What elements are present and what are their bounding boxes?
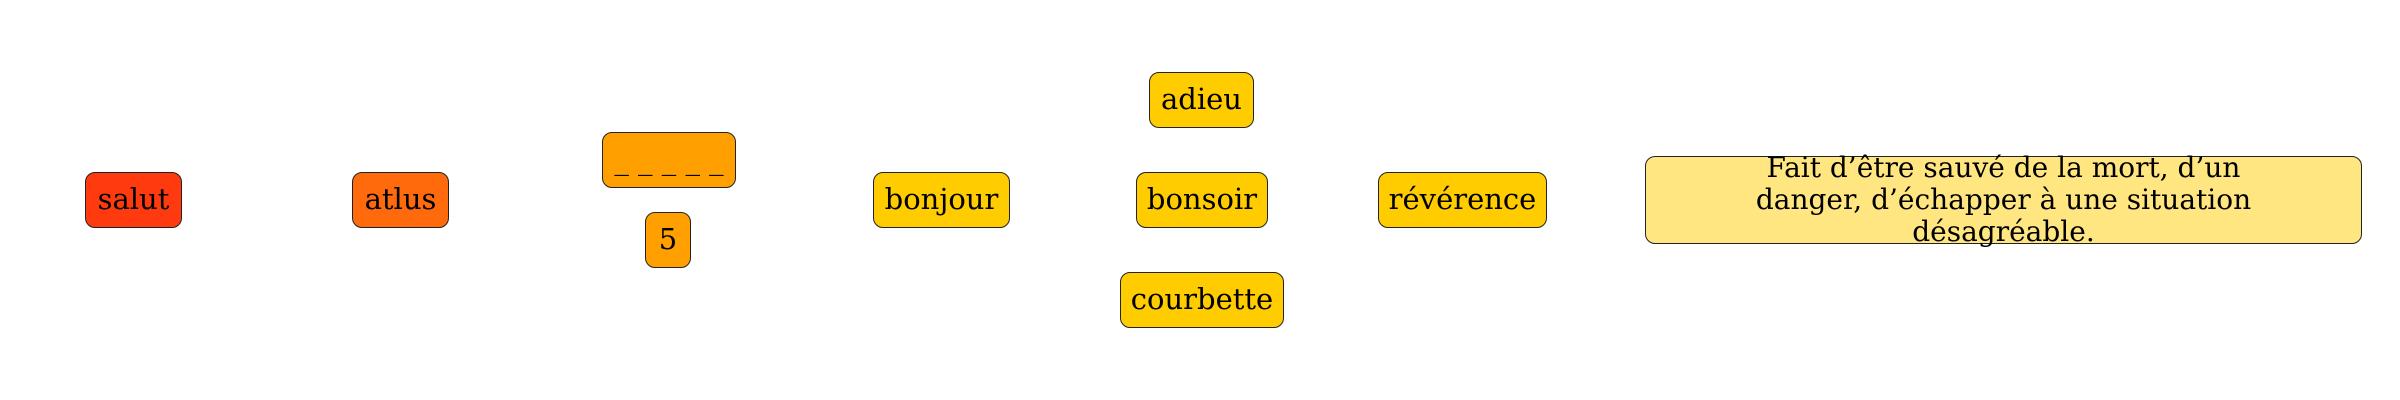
node-atlus: atlus [352, 172, 449, 228]
node-blank-word: _ _ _ _ _ [602, 132, 736, 188]
node-bonsoir: bonsoir [1136, 172, 1268, 228]
node-courbette: courbette [1120, 272, 1284, 328]
node-adieu: adieu [1149, 72, 1254, 128]
node-reverence: révérence [1378, 172, 1547, 228]
node-bonjour: bonjour [873, 172, 1010, 228]
node-salut: salut [85, 172, 182, 228]
node-definition: Fait d’être sauvé de la mort, d’un dange… [1645, 151, 2362, 248]
node-letter-count: 5 [645, 212, 691, 268]
